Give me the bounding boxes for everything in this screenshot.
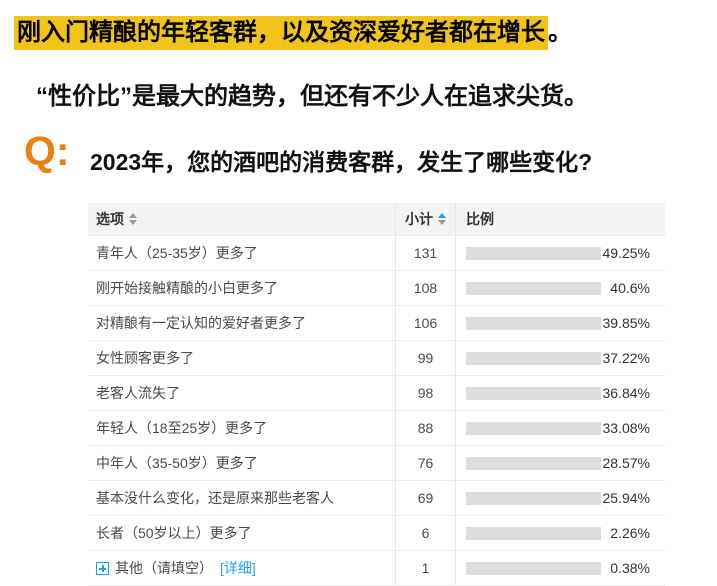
table-row: 老客人流失了 98 36.84% [88,375,665,410]
ratio-cell: 0.38% [455,551,665,585]
ratio-cell: 37.22% [455,341,665,375]
count-value: 108 [413,280,438,296]
option-label: 中年人（35-50岁）更多了 [96,455,258,471]
count-value: 131 [413,245,438,261]
option-label: 年轻人（18至25岁）更多了 [96,420,268,436]
option-label: 刚开始接触精酿的小白更多了 [96,280,278,296]
bar-track [466,281,601,295]
option-cell: 长者（50岁以上）更多了 [88,516,395,550]
header-option-label: 选项 [96,211,124,227]
count-value: 6 [421,525,430,541]
table-row: 基本没什么变化，还是原来那些老客人 69 25.94% [88,480,665,515]
count-cell: 88 [395,411,455,445]
table-row: 其他（请填空） [详细] 1 0.38% [88,550,665,585]
header-ratio: 比例 [455,203,665,235]
option-cell: 其他（请填空） [详细] [88,551,395,585]
bar-track [466,351,601,365]
option-cell: 刚开始接触精酿的小白更多了 [88,271,395,305]
count-cell: 106 [395,306,455,340]
count-cell: 69 [395,481,455,515]
percent-value: 40.6% [610,280,650,296]
bar-track [466,491,601,505]
question-marker: Q: [24,128,70,174]
option-label: 其他（请填空） [115,560,213,576]
ratio-cell: 25.94% [455,481,665,515]
percent-value: 39.85% [602,315,650,331]
option-cell: 基本没什么变化，还是原来那些老客人 [88,481,395,515]
ratio-cell: 39.85% [455,306,665,340]
subheadline: “性价比”是最大的趋势，但还有不少人在追求尖货。 [36,83,588,110]
table-row: 刚开始接触精酿的小白更多了 108 40.6% [88,270,665,305]
headline-trailing: 。 [548,19,572,46]
count-value: 76 [417,455,434,471]
headline-highlight: 刚入门精酿的年轻客群，以及资深爱好者都在增长 [14,16,548,50]
count-value: 99 [417,350,434,366]
option-cell: 女性顾客更多了 [88,341,395,375]
percent-value: 49.25% [602,245,650,261]
count-value: 69 [417,490,434,506]
count-value: 98 [417,385,434,401]
ratio-cell: 36.84% [455,376,665,410]
headline: 刚入门精酿的年轻客群，以及资深爱好者都在增长。 [14,12,572,50]
percent-value: 25.94% [602,490,650,506]
sort-icon-option[interactable] [129,213,137,225]
question-title: 2023年，您的酒吧的消费客群，发生了哪些变化? [90,149,593,175]
count-cell: 98 [395,376,455,410]
percent-value: 33.08% [602,420,650,436]
bar-track [466,456,601,470]
survey-result-table: 选项 小计 比例 青年人（25-35岁）更多了 131 49.25% 刚开始接触… [88,203,665,586]
table-row: 长者（50岁以上）更多了 6 2.26% [88,515,665,550]
table-row: 青年人（25-35岁）更多了 131 49.25% [88,235,665,270]
header-option[interactable]: 选项 [88,203,395,235]
header-count-label: 小计 [405,211,433,227]
bar-track [466,526,601,540]
option-label: 女性顾客更多了 [96,350,194,366]
count-value: 1 [421,560,430,576]
bar-track [466,386,601,400]
table-header-row: 选项 小计 比例 [88,203,665,235]
count-cell: 108 [395,271,455,305]
option-label: 长者（50岁以上）更多了 [96,525,252,541]
header-count[interactable]: 小计 [395,203,455,235]
table-row: 对精酿有一定认知的爱好者更多了 106 39.85% [88,305,665,340]
option-cell: 中年人（35-50岁）更多了 [88,446,395,480]
percent-value: 0.38% [610,560,650,576]
count-value: 88 [417,420,434,436]
count-cell: 6 [395,516,455,550]
table-row: 女性顾客更多了 99 37.22% [88,340,665,375]
ratio-cell: 2.26% [455,516,665,550]
percent-value: 2.26% [610,525,650,541]
table-body: 青年人（25-35岁）更多了 131 49.25% 刚开始接触精酿的小白更多了 … [88,235,665,585]
detail-link[interactable]: [详细] [220,560,256,576]
bar-track [466,246,601,260]
count-cell: 99 [395,341,455,375]
option-label: 青年人（25-35岁）更多了 [96,245,258,261]
percent-value: 36.84% [602,385,650,401]
ratio-cell: 28.57% [455,446,665,480]
ratio-cell: 40.6% [455,271,665,305]
option-cell: 青年人（25-35岁）更多了 [88,236,395,270]
percent-value: 28.57% [602,455,650,471]
ratio-cell: 49.25% [455,236,665,270]
option-cell: 年轻人（18至25岁）更多了 [88,411,395,445]
option-label: 对精酿有一定认知的爱好者更多了 [96,315,306,331]
count-cell: 131 [395,236,455,270]
option-label: 老客人流失了 [96,385,180,401]
ratio-cell: 33.08% [455,411,665,445]
header-ratio-label: 比例 [466,211,494,227]
percent-value: 37.22% [602,350,650,366]
option-cell: 对精酿有一定认知的爱好者更多了 [88,306,395,340]
count-cell: 76 [395,446,455,480]
sort-icon-count[interactable] [438,213,446,225]
count-value: 106 [413,315,438,331]
expand-plus-icon[interactable] [96,561,109,575]
count-cell: 1 [395,551,455,585]
option-label: 基本没什么变化，还是原来那些老客人 [96,490,334,506]
bar-track [466,316,601,330]
bar-track [466,421,601,435]
bar-track [466,561,601,575]
table-row: 中年人（35-50岁）更多了 76 28.57% [88,445,665,480]
option-cell: 老客人流失了 [88,376,395,410]
table-row: 年轻人（18至25岁）更多了 88 33.08% [88,410,665,445]
